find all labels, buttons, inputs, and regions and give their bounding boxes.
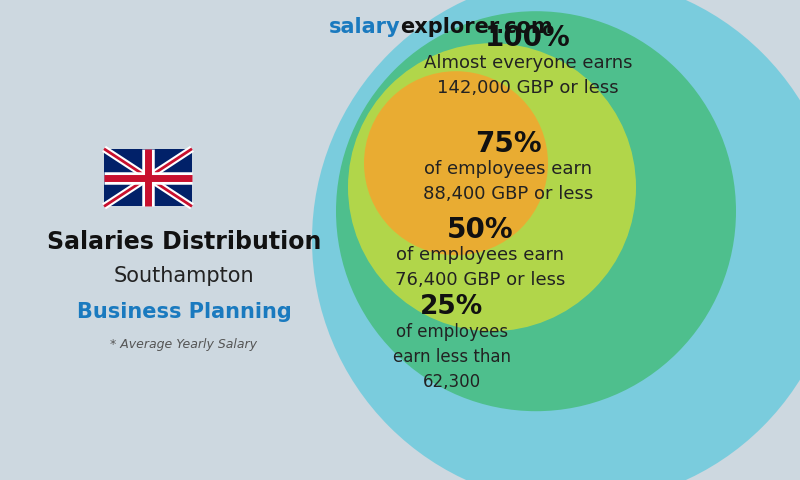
Text: 50%: 50% xyxy=(446,216,514,244)
Text: of employees earn: of employees earn xyxy=(424,160,592,178)
Ellipse shape xyxy=(312,0,800,480)
Text: 88,400 GBP or less: 88,400 GBP or less xyxy=(423,185,593,203)
Text: salary: salary xyxy=(328,17,400,37)
Text: 75%: 75% xyxy=(474,130,542,158)
Text: Salaries Distribution: Salaries Distribution xyxy=(47,230,321,254)
Text: of employees: of employees xyxy=(396,323,508,341)
Text: Almost everyone earns: Almost everyone earns xyxy=(424,54,632,72)
Text: 25%: 25% xyxy=(420,294,484,320)
Text: explorer.com: explorer.com xyxy=(400,17,553,37)
Text: Southampton: Southampton xyxy=(114,266,254,287)
Text: 62,300: 62,300 xyxy=(423,373,481,391)
Text: * Average Yearly Salary: * Average Yearly Salary xyxy=(110,338,258,351)
Ellipse shape xyxy=(348,43,636,331)
Text: earn less than: earn less than xyxy=(393,348,511,366)
Text: 100%: 100% xyxy=(485,24,571,52)
Ellipse shape xyxy=(364,71,548,255)
Text: 142,000 GBP or less: 142,000 GBP or less xyxy=(437,79,619,97)
Ellipse shape xyxy=(336,11,736,411)
Text: Business Planning: Business Planning xyxy=(77,302,291,323)
FancyBboxPatch shape xyxy=(104,149,192,206)
Text: of employees earn: of employees earn xyxy=(396,246,564,264)
Text: 76,400 GBP or less: 76,400 GBP or less xyxy=(395,271,565,289)
